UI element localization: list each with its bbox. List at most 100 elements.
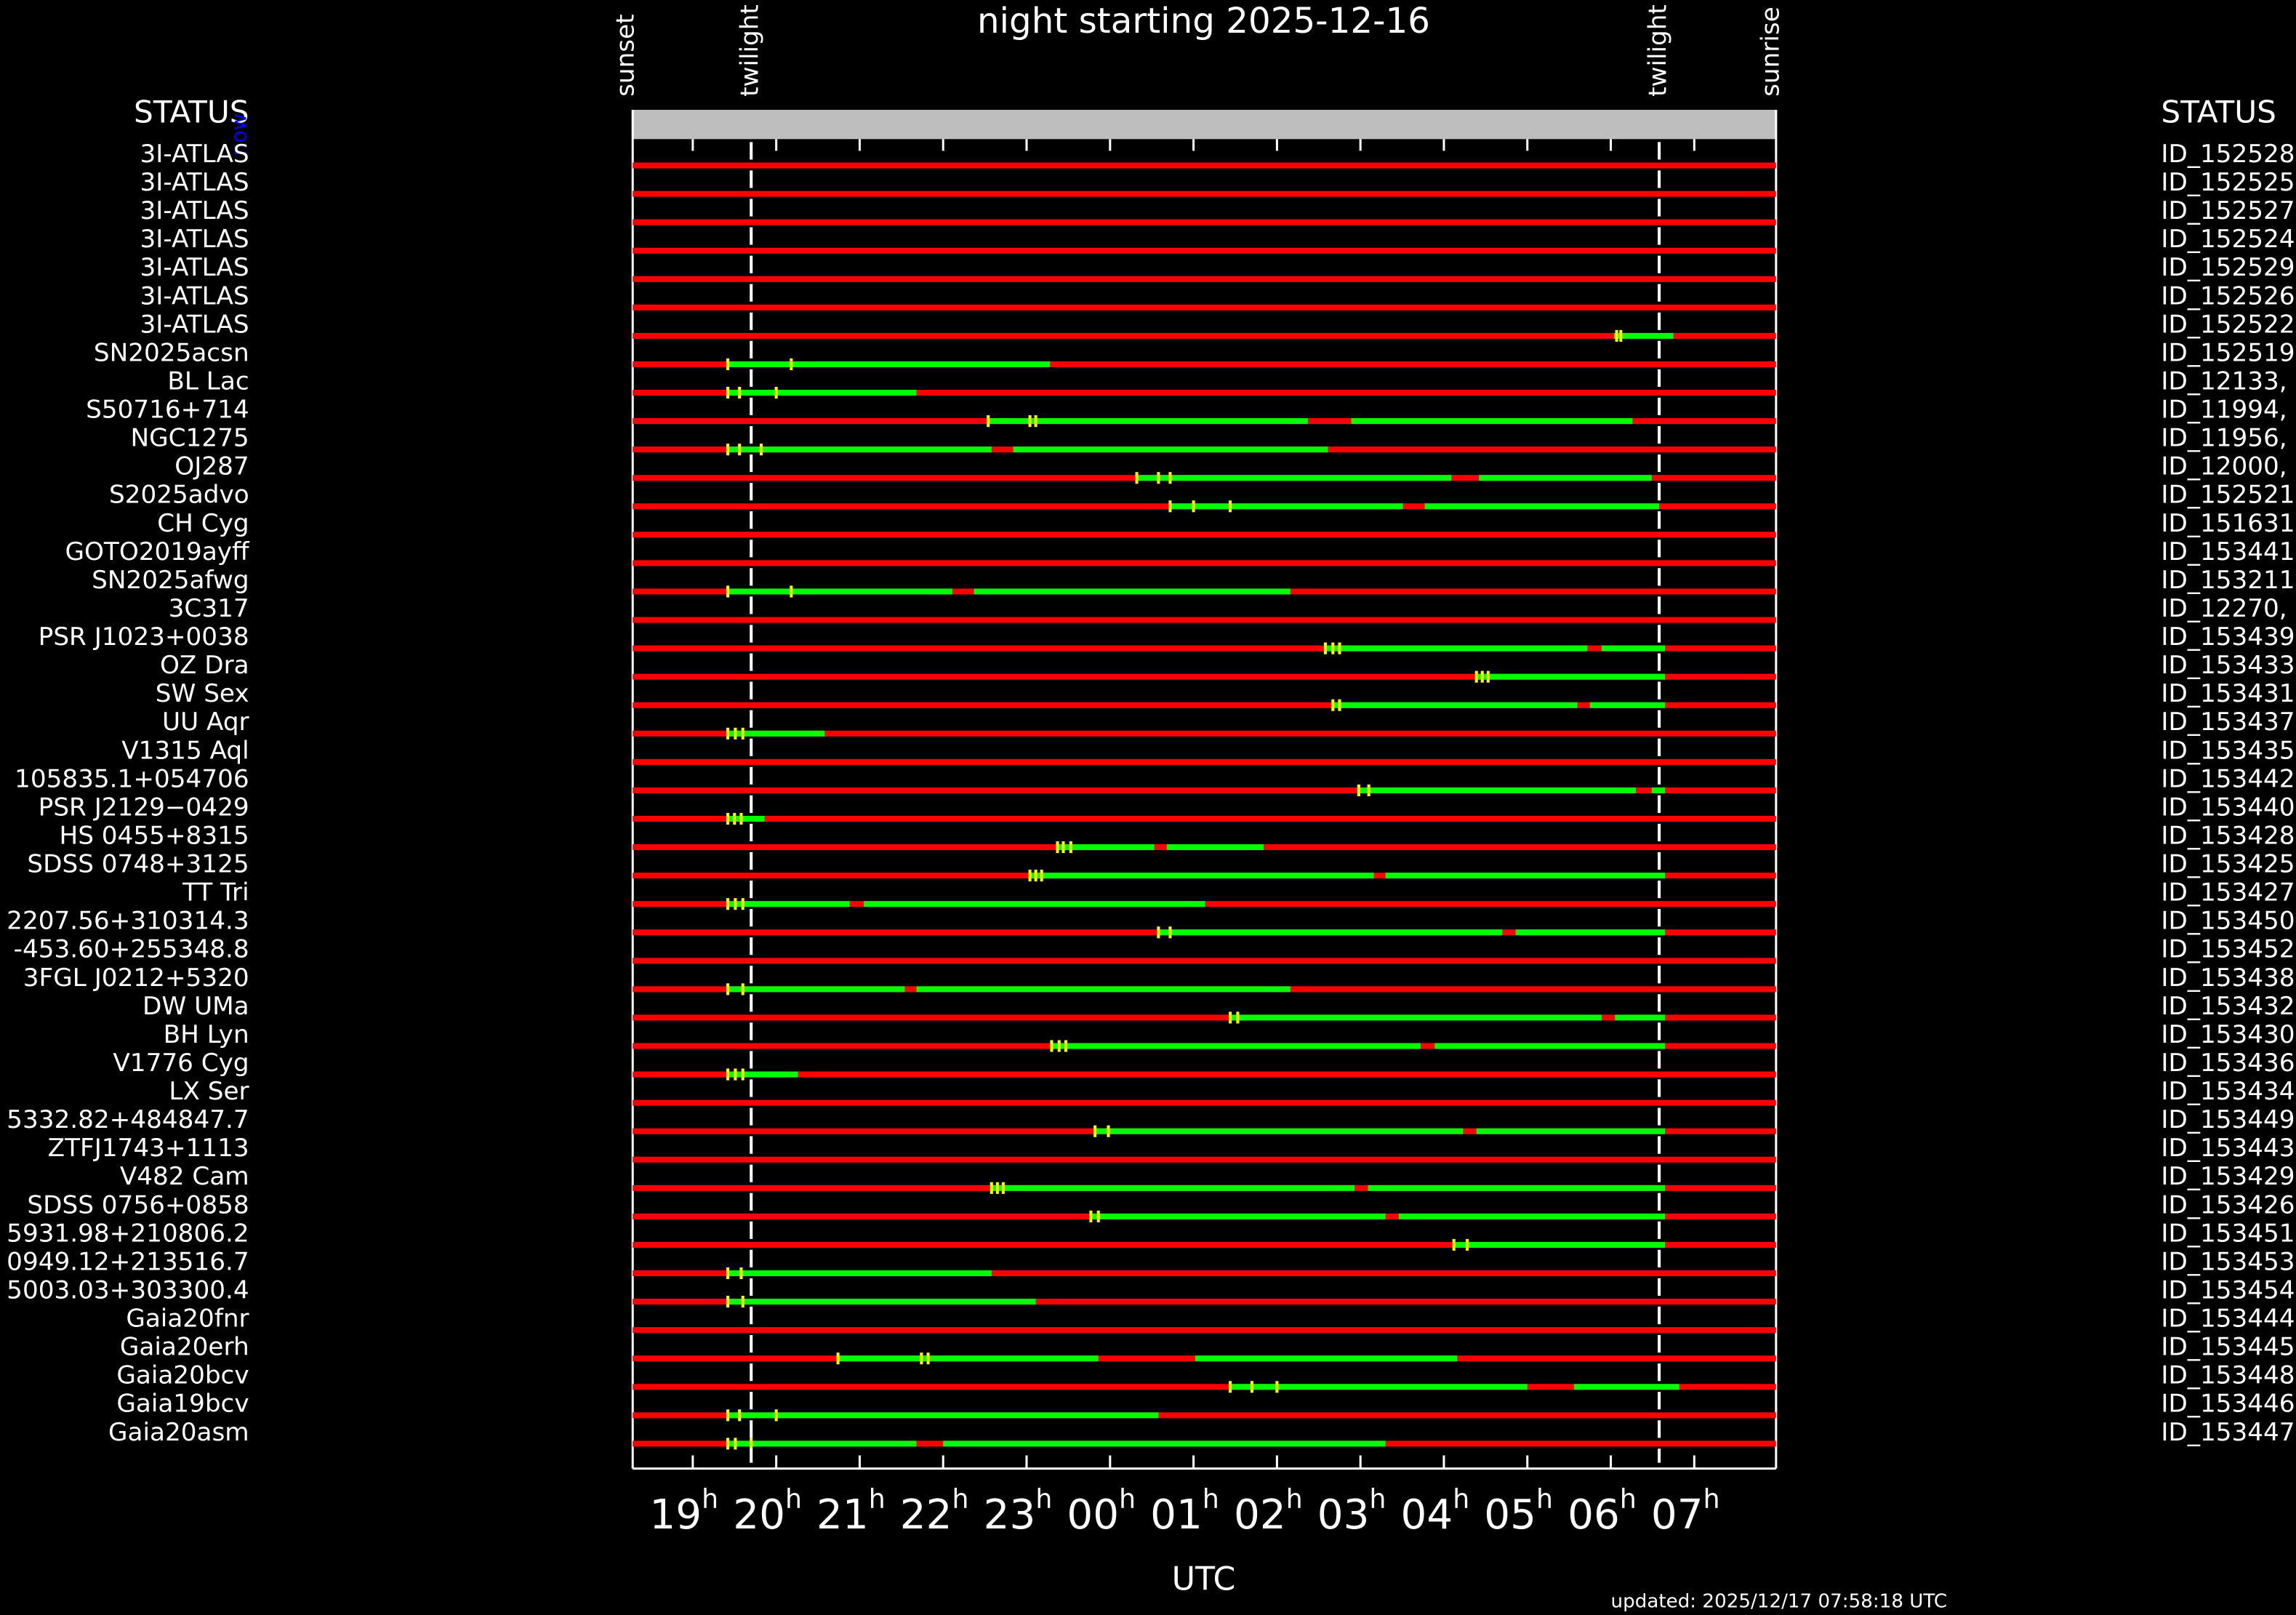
- target-name: S50716+714: [86, 396, 249, 425]
- observable-segment: [728, 815, 765, 822]
- schedule-mark: [1229, 1011, 1232, 1024]
- schedule-mark: [726, 1068, 730, 1081]
- observable-segment: [728, 390, 917, 396]
- target-name: BL Lac: [167, 366, 249, 396]
- target-name: Gaia20asm: [108, 1418, 249, 1447]
- status-header: STATUS: [134, 95, 249, 130]
- observable-segment: [1325, 645, 1588, 652]
- target-id: ID_152528: [2161, 140, 2295, 169]
- night-line: [633, 1071, 1776, 1078]
- target-id: ID_153447: [2161, 1418, 2295, 1447]
- schedule-mark: [1331, 642, 1335, 654]
- schedule-mark: [926, 1352, 930, 1365]
- observable-segment: [1453, 1241, 1666, 1248]
- x-tick-value: 23: [984, 1491, 1036, 1539]
- target-name: GOTO2019ayff: [65, 537, 250, 566]
- x-tick-suffix: h: [1119, 1483, 1136, 1515]
- schedule-mark: [774, 1409, 778, 1422]
- observable-segment: [728, 446, 992, 453]
- observable-segment: [916, 986, 1291, 993]
- target-id: ID_12270,: [2161, 594, 2287, 623]
- schedule-mark: [1275, 1381, 1279, 1393]
- schedule-mark: [741, 1296, 744, 1308]
- target-name: LX Ser: [169, 1077, 249, 1106]
- target-name: SDSS 0748+3125: [27, 850, 249, 879]
- night-line: [633, 1299, 1776, 1305]
- night-line: [633, 1327, 1776, 1334]
- event-label: sunset: [611, 14, 641, 97]
- target-id: ID_11956,: [2161, 424, 2287, 453]
- observable-segment: [1368, 1185, 1666, 1191]
- x-tick-suffix: h: [1536, 1483, 1553, 1515]
- schedule-mark: [741, 898, 744, 910]
- night-line: [633, 332, 1776, 339]
- schedule-mark: [726, 727, 730, 740]
- schedule-mark: [995, 1182, 999, 1194]
- schedule-mark: [790, 358, 793, 371]
- observable-segment: [1051, 1043, 1421, 1049]
- target-id: ID_152519: [2161, 338, 2295, 367]
- schedule-mark: [759, 444, 763, 456]
- target-name: HS 0455+8315: [59, 821, 249, 850]
- schedule-mark: [1028, 415, 1032, 428]
- schedule-mark: [1168, 472, 1172, 484]
- target-id: ID_153445: [2161, 1333, 2295, 1362]
- night-line: [633, 1156, 1776, 1163]
- target-name: V1315 Aql: [121, 736, 249, 765]
- observable-segment: [864, 901, 1205, 907]
- x-tick-value: 20: [733, 1491, 785, 1539]
- target-id: ID_151631: [2161, 509, 2295, 538]
- observable-segment: [1589, 702, 1666, 708]
- schedule-mark: [726, 983, 730, 995]
- night-line: [633, 758, 1776, 765]
- schedule-mark: [1236, 1011, 1240, 1024]
- observable-segment: [991, 1185, 1355, 1191]
- target-id: ID_153453: [2161, 1247, 2295, 1276]
- schedule-mark: [726, 1296, 730, 1308]
- target-name: SN2025acsn: [94, 338, 249, 367]
- x-tick-value: 07: [1651, 1491, 1703, 1539]
- observable-segment: [728, 986, 905, 993]
- schedule-mark: [1229, 1381, 1232, 1393]
- target-name: 5332.82+484847.7: [7, 1105, 249, 1134]
- x-tick-suffix: h: [1203, 1483, 1219, 1515]
- target-name: CH Cyg: [157, 509, 249, 538]
- target-name: OJ287: [174, 452, 249, 481]
- target-id: ID_153429: [2161, 1162, 2295, 1191]
- observable-segment: [1136, 475, 1452, 481]
- target-name: 3I-ATLAS: [140, 310, 249, 339]
- target-name: 105835.1+054706: [15, 764, 249, 793]
- schedule-mark: [1157, 472, 1160, 484]
- target-id: ID_12000,: [2161, 452, 2287, 481]
- schedule-mark: [1093, 1125, 1097, 1137]
- observable-segment: [728, 1071, 798, 1078]
- observable-segment: [1615, 1014, 1666, 1021]
- night-line: [633, 645, 1776, 652]
- target-id: ID_153428: [2161, 821, 2295, 850]
- target-name: Gaia20bcv: [116, 1361, 249, 1390]
- schedule-mark: [1050, 1040, 1053, 1052]
- updated-label: updated: 2025/12/17 07:58:18 UTC: [1611, 1590, 1948, 1612]
- schedule-mark: [1056, 841, 1059, 854]
- schedule-mark: [1057, 1040, 1061, 1052]
- schedule-mark: [741, 727, 744, 740]
- target-name: NGC1275: [131, 424, 249, 453]
- target-name: 3C317: [169, 594, 249, 623]
- observable-segment: [1091, 1213, 1386, 1219]
- night-line: [633, 162, 1776, 169]
- target-id: ID_153451: [2161, 1219, 2295, 1248]
- observable-segment: [988, 418, 1308, 425]
- target-id: ID_153450: [2161, 907, 2295, 936]
- night-line: [633, 1099, 1776, 1106]
- observable-segment: [728, 1270, 992, 1277]
- target-id: ID_153436: [2161, 1049, 2295, 1078]
- target-name: S2025advo: [109, 481, 249, 510]
- target-name: 3I-ATLAS: [140, 140, 249, 169]
- target-id: ID_153427: [2161, 878, 2295, 907]
- target-name: UU Aqr: [162, 708, 249, 737]
- x-tick-label: 04h: [1401, 1483, 1470, 1539]
- schedule-mark: [741, 983, 744, 995]
- x-tick-suffix: h: [952, 1483, 969, 1515]
- night-line: [633, 276, 1776, 282]
